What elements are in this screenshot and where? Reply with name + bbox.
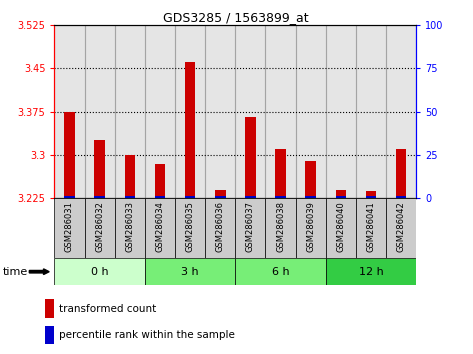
- Text: GSM286042: GSM286042: [397, 201, 406, 252]
- Bar: [335, 189, 346, 198]
- Text: GSM286039: GSM286039: [306, 201, 315, 252]
- Bar: [205, 25, 235, 198]
- Text: GSM286040: GSM286040: [336, 201, 345, 252]
- Text: GSM286037: GSM286037: [246, 201, 255, 252]
- Bar: [185, 196, 195, 198]
- Text: 12 h: 12 h: [359, 267, 384, 277]
- Text: transformed count: transformed count: [59, 304, 156, 314]
- Bar: [326, 198, 356, 258]
- Bar: [306, 161, 316, 198]
- Text: time: time: [2, 267, 27, 277]
- Bar: [205, 198, 235, 258]
- Bar: [386, 198, 416, 258]
- Bar: [235, 258, 326, 285]
- Bar: [114, 198, 145, 258]
- Bar: [215, 196, 226, 198]
- Bar: [366, 191, 377, 198]
- Bar: [124, 155, 135, 198]
- Bar: [145, 25, 175, 198]
- Bar: [386, 25, 416, 198]
- Bar: [124, 196, 135, 198]
- Bar: [235, 198, 265, 258]
- Bar: [366, 196, 377, 198]
- Text: GSM286032: GSM286032: [95, 201, 104, 252]
- Bar: [145, 258, 235, 285]
- Bar: [356, 25, 386, 198]
- Bar: [326, 25, 356, 198]
- Text: GSM286038: GSM286038: [276, 201, 285, 252]
- Text: GSM286034: GSM286034: [156, 201, 165, 252]
- Bar: [145, 198, 175, 258]
- Bar: [396, 196, 406, 198]
- Bar: [215, 189, 226, 198]
- Text: percentile rank within the sample: percentile rank within the sample: [59, 330, 235, 340]
- Bar: [185, 62, 195, 198]
- Text: GSM286035: GSM286035: [185, 201, 194, 252]
- Bar: [245, 196, 256, 198]
- Bar: [64, 196, 75, 198]
- Bar: [326, 258, 416, 285]
- Text: 6 h: 6 h: [272, 267, 289, 277]
- Bar: [306, 196, 316, 198]
- Bar: [45, 299, 54, 318]
- Text: GSM286041: GSM286041: [367, 201, 376, 252]
- Bar: [114, 25, 145, 198]
- Bar: [296, 198, 326, 258]
- Bar: [94, 141, 105, 198]
- Bar: [175, 198, 205, 258]
- Text: GSM286036: GSM286036: [216, 201, 225, 252]
- Bar: [296, 25, 326, 198]
- Bar: [356, 198, 386, 258]
- Bar: [245, 117, 256, 198]
- Bar: [396, 149, 406, 198]
- Text: GSM286033: GSM286033: [125, 201, 134, 252]
- Bar: [265, 198, 296, 258]
- Bar: [335, 196, 346, 198]
- Bar: [85, 198, 114, 258]
- Bar: [155, 164, 165, 198]
- Bar: [94, 196, 105, 198]
- Bar: [85, 25, 114, 198]
- Text: 0 h: 0 h: [91, 267, 108, 277]
- Bar: [155, 196, 165, 198]
- Bar: [175, 25, 205, 198]
- Bar: [265, 25, 296, 198]
- Bar: [275, 196, 286, 198]
- Bar: [275, 149, 286, 198]
- Bar: [54, 258, 145, 285]
- Bar: [54, 198, 85, 258]
- Title: GDS3285 / 1563899_at: GDS3285 / 1563899_at: [163, 11, 308, 24]
- Bar: [54, 25, 85, 198]
- Bar: [64, 112, 75, 198]
- Bar: [235, 25, 265, 198]
- Text: GSM286031: GSM286031: [65, 201, 74, 252]
- Text: 3 h: 3 h: [181, 267, 199, 277]
- Bar: [45, 326, 54, 344]
